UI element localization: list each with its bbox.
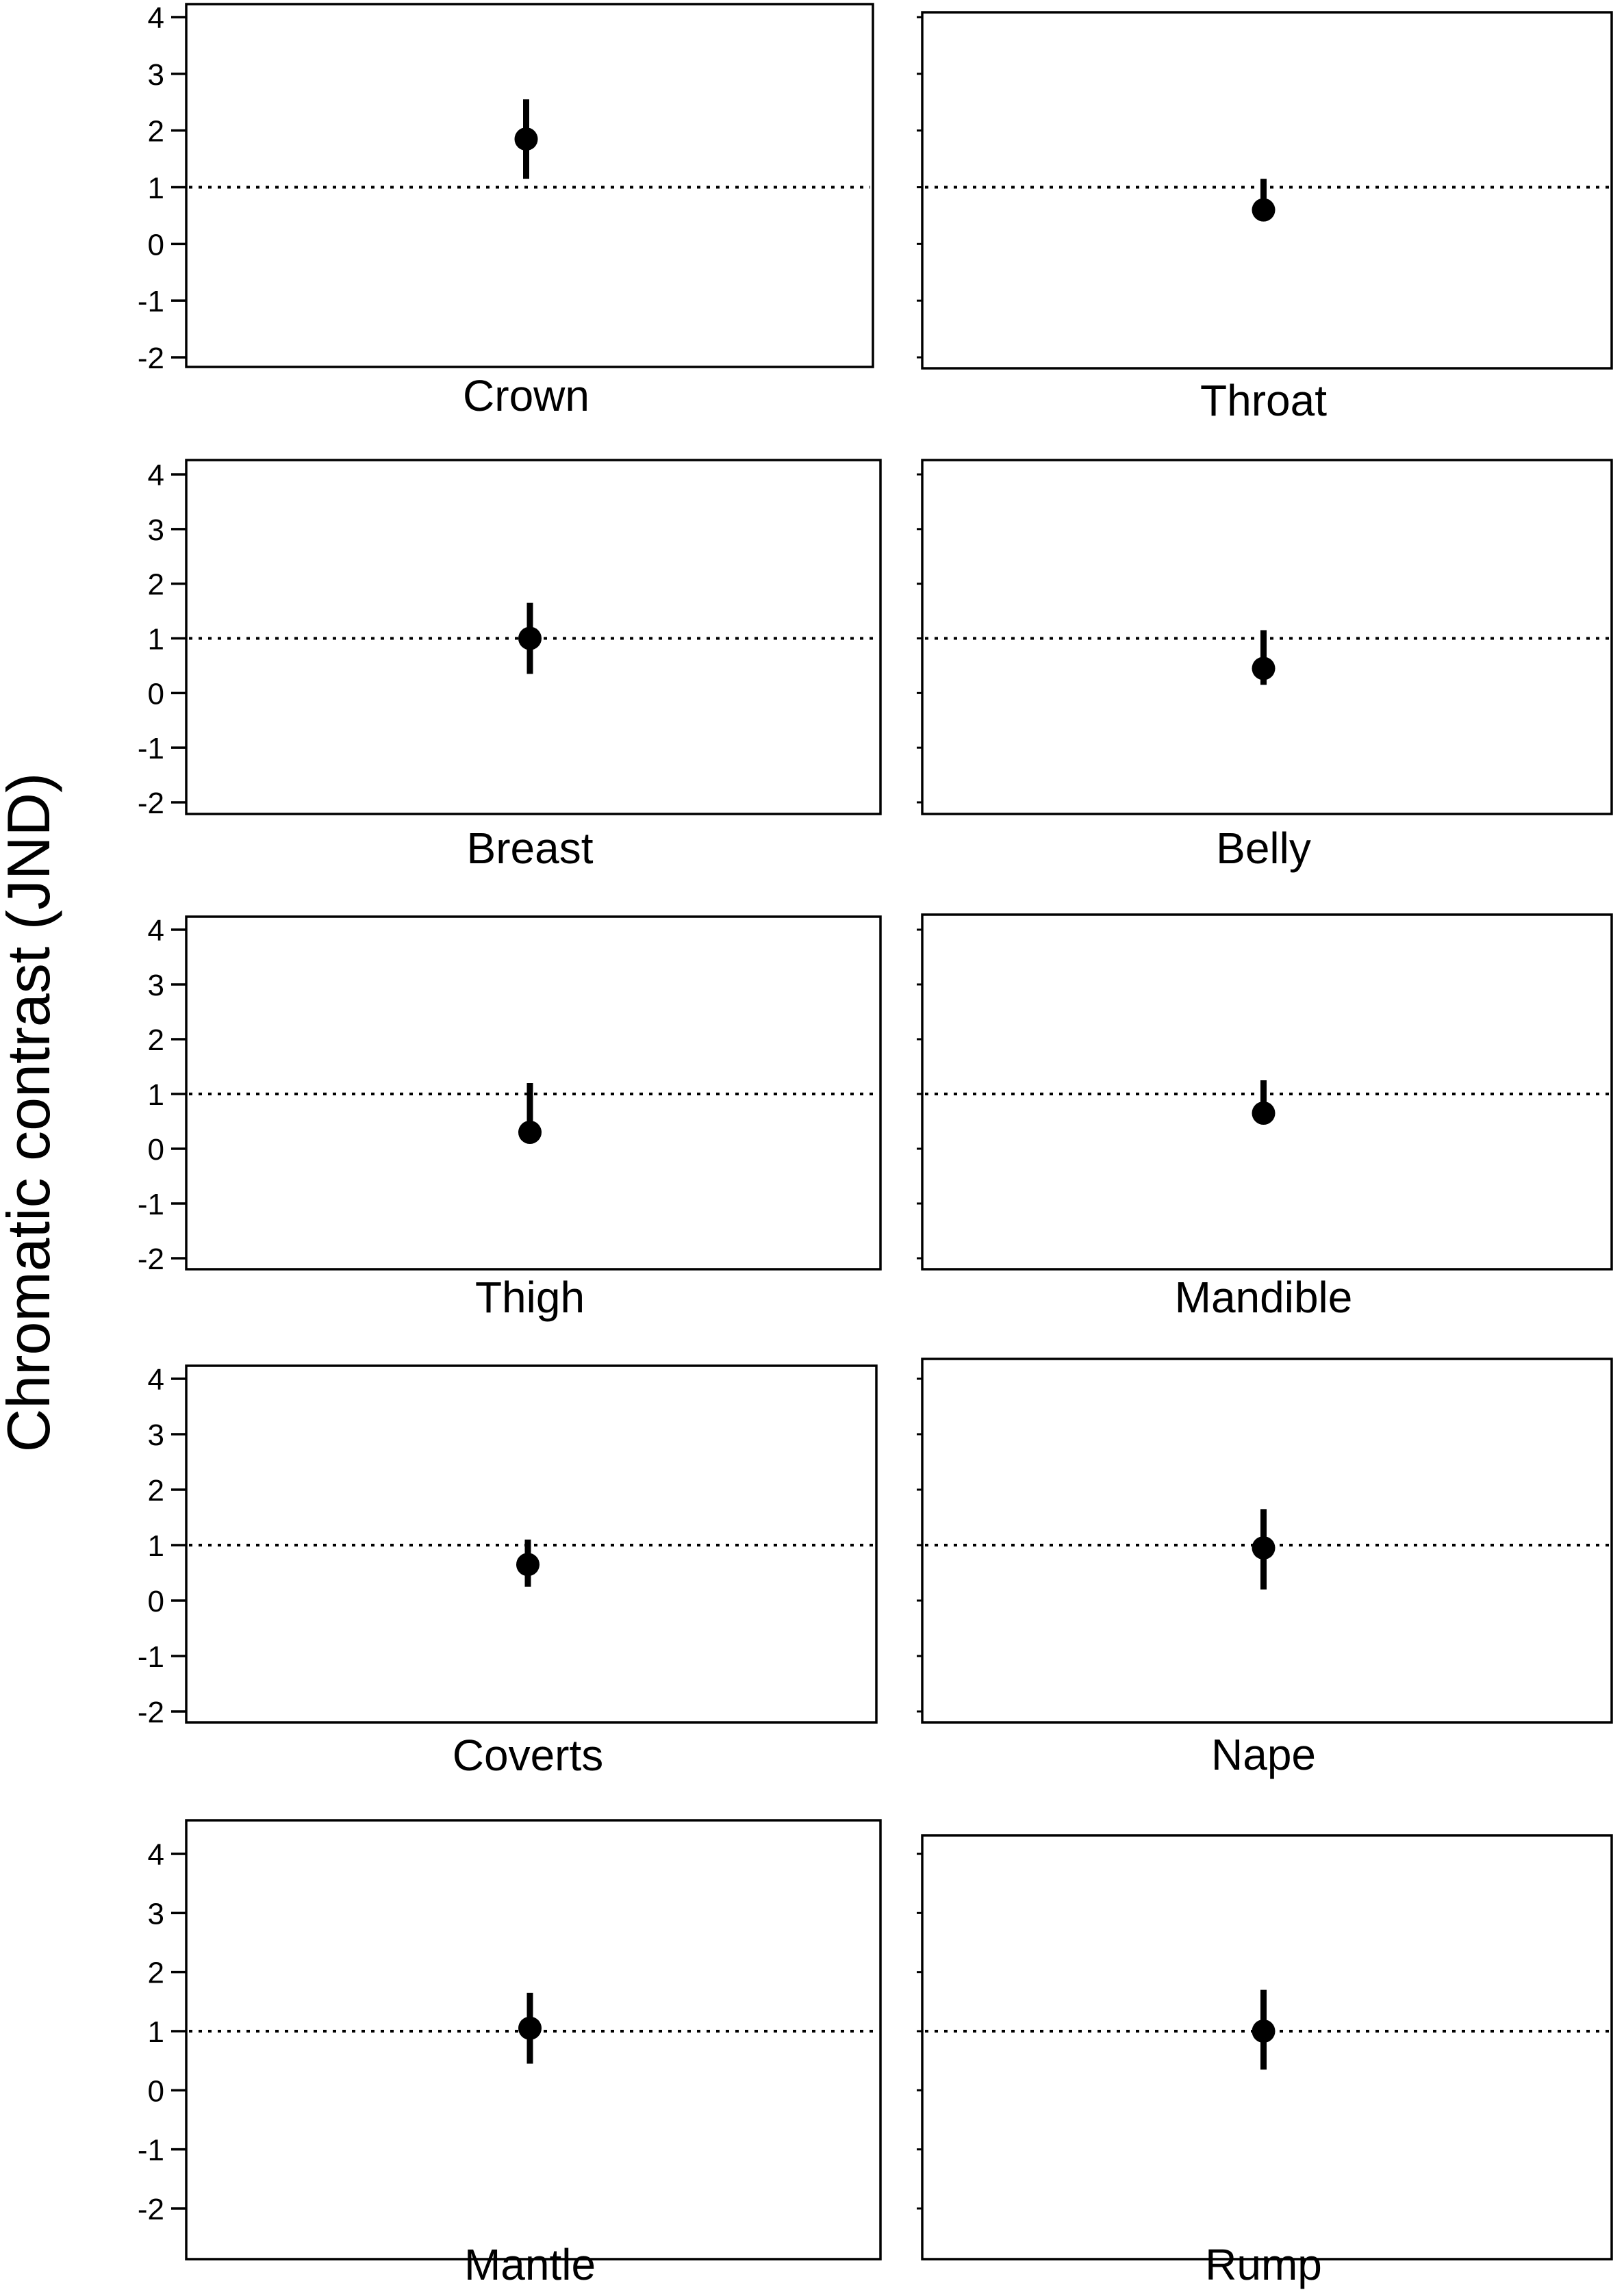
panel-frame [185, 459, 882, 815]
panel-frame [921, 1834, 1613, 2261]
panel-label: Rump [1205, 2240, 1322, 2289]
y-tick-label: -2 [138, 2193, 164, 2226]
mean-point [1252, 1536, 1276, 1560]
panel-frame [185, 1364, 878, 1724]
panel-throat: Throat [917, 11, 1613, 425]
y-tick-label: 1 [148, 623, 164, 657]
panel-label: Belly [1216, 824, 1311, 873]
y-axis-title: Chromatic contrast (JND) [0, 773, 62, 1453]
y-tick-label: 2 [148, 1957, 164, 1990]
panel-crown: 4 3 2 1 0 -1 -2 Crown [138, 1, 874, 420]
y-tick-label: 1 [148, 172, 164, 205]
y-tick-label: 0 [148, 677, 164, 711]
mean-point [1252, 2020, 1276, 2043]
panel-frame [921, 913, 1613, 1271]
y-tick-label: 3 [148, 1418, 164, 1452]
panel-label: Mandible [1175, 1273, 1353, 1322]
y-tick-label: 3 [148, 513, 164, 547]
panel-belly: Belly [917, 459, 1613, 873]
y-tick-label: 4 [148, 459, 164, 492]
y-tick-label: 4 [148, 914, 164, 947]
y-tick-label: -2 [138, 1243, 164, 1276]
y-tick-label: -1 [138, 1640, 164, 1674]
panel-frame [921, 459, 1613, 815]
panel-mandible: Mandible [917, 913, 1613, 1322]
panel-coverts: 4 3 2 1 0 -1 -2 Coverts [138, 1363, 878, 1780]
mean-point [516, 1553, 540, 1577]
panel-label: Thigh [475, 1273, 585, 1322]
panel-thigh: 4 3 2 1 0 -1 -2 Thigh [138, 914, 882, 1322]
panel-mantle: 4 3 2 1 0 -1 -2 Mantle [138, 1819, 882, 2289]
y-tick-label: 4 [148, 1363, 164, 1397]
panel-frame [185, 1819, 882, 2261]
y-tick-label: -1 [138, 732, 164, 765]
y-tick-label: -2 [138, 787, 164, 820]
mean-point [1252, 198, 1276, 222]
panel-rump: Rump [917, 1834, 1613, 2289]
y-tick-label: 2 [148, 115, 164, 149]
mean-point [518, 626, 542, 650]
y-tick-label: 3 [148, 58, 164, 92]
panel-label: Nape [1211, 1730, 1316, 1779]
y-tick-label: -1 [138, 2134, 164, 2167]
y-tick-label: 4 [148, 1, 164, 35]
panel-label: Breast [467, 824, 594, 873]
y-tick-label: 2 [148, 1474, 164, 1507]
panel-label: Crown [463, 371, 589, 420]
y-tick-label: 1 [148, 1078, 164, 1112]
y-tick-label: 1 [148, 2015, 164, 2049]
mean-point [1252, 657, 1276, 680]
y-tick-label: -1 [138, 285, 164, 318]
y-tick-label: 3 [148, 969, 164, 1002]
y-tick-label: 2 [148, 1023, 164, 1057]
y-tick-label: 0 [148, 228, 164, 262]
panel-label: Mantle [464, 2240, 596, 2289]
y-tick-label: 0 [148, 2074, 164, 2108]
panel-frame [921, 11, 1613, 370]
y-tick-label: -1 [138, 1188, 164, 1221]
mean-point [518, 2016, 542, 2040]
mean-point [514, 127, 538, 151]
panel-breast: 4 3 2 1 0 -1 -2 Breast [138, 459, 882, 873]
y-tick-label: -2 [138, 1696, 164, 1729]
y-tick-label: 4 [148, 1838, 164, 1872]
panel-label: Coverts [453, 1731, 604, 1780]
y-tick-label: 0 [148, 1133, 164, 1167]
y-tick-label: 3 [148, 1897, 164, 1931]
mean-point [1252, 1102, 1276, 1125]
panel-frame [185, 3, 874, 368]
panel-nape: Nape [917, 1358, 1613, 1779]
panel-label: Throat [1200, 376, 1327, 425]
panels-group: 4 3 2 1 0 -1 -2 Crown Throat 4 3 2 1 0 -1 -2 Breast Belly… [138, 1, 1613, 2289]
y-tick-label: -2 [138, 342, 164, 375]
y-tick-label: 0 [148, 1585, 164, 1618]
y-tick-label: 2 [148, 568, 164, 602]
panel-frame [921, 1358, 1613, 1724]
mean-point [518, 1121, 542, 1144]
y-tick-label: 1 [148, 1529, 164, 1563]
